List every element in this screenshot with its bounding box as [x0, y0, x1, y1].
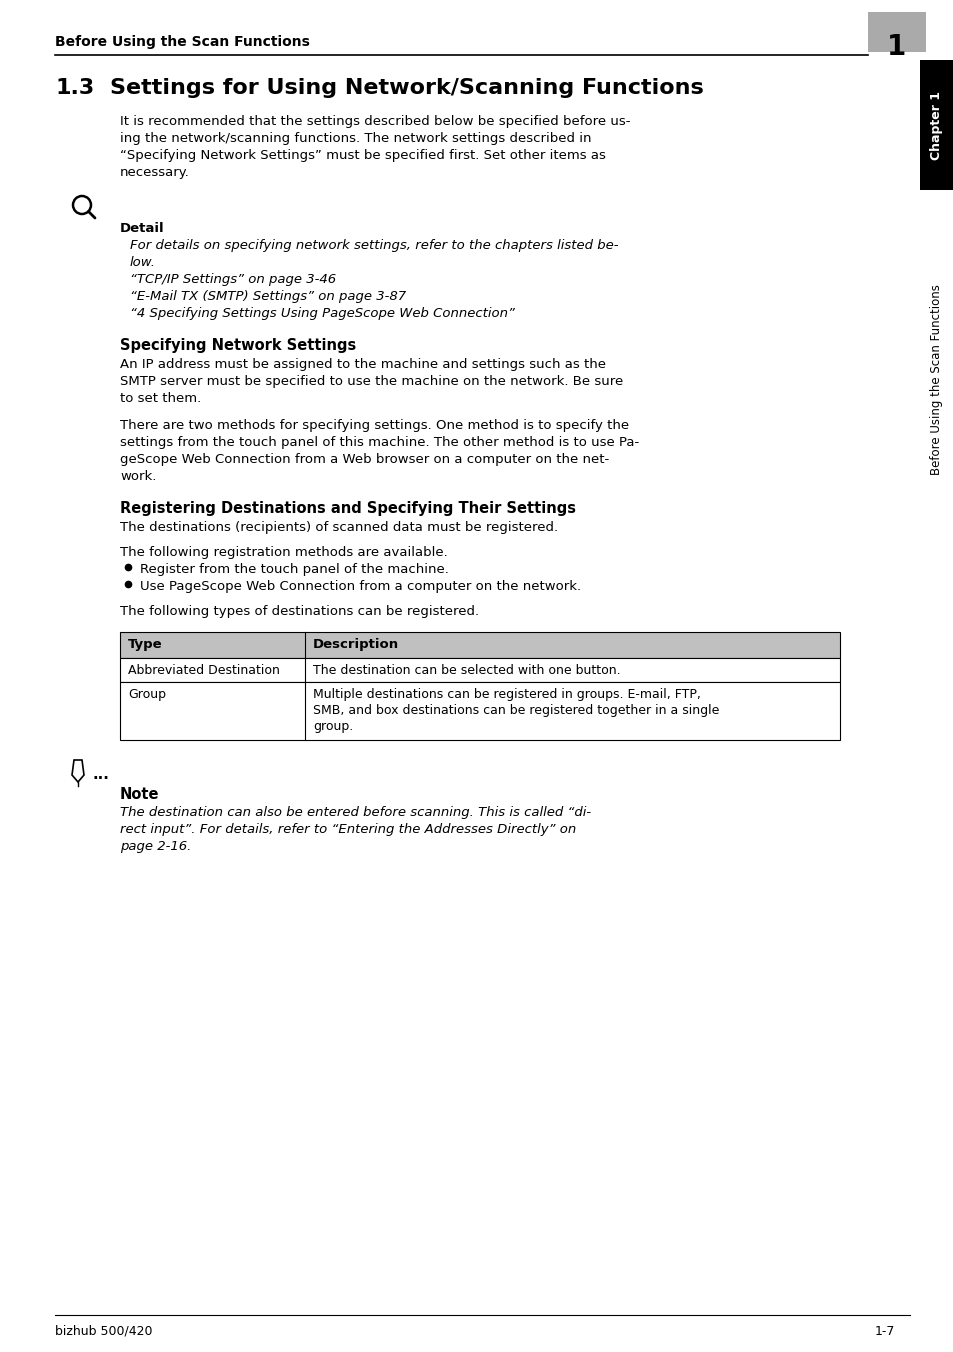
- Text: Registering Destinations and Specifying Their Settings: Registering Destinations and Specifying …: [120, 502, 576, 516]
- Text: The destination can also be entered before scanning. This is called “di-: The destination can also be entered befo…: [120, 806, 591, 819]
- Text: Multiple destinations can be registered in groups. E-mail, FTP,: Multiple destinations can be registered …: [313, 688, 700, 700]
- Text: Use PageScope Web Connection from a computer on the network.: Use PageScope Web Connection from a comp…: [140, 580, 580, 594]
- FancyBboxPatch shape: [120, 658, 840, 681]
- Text: Abbreviated Destination: Abbreviated Destination: [128, 664, 279, 677]
- Text: group.: group.: [313, 721, 353, 733]
- Text: Detail: Detail: [120, 222, 165, 235]
- Text: 1-7: 1-7: [874, 1325, 894, 1338]
- Text: work.: work.: [120, 470, 156, 483]
- Text: to set them.: to set them.: [120, 392, 201, 406]
- Text: necessary.: necessary.: [120, 166, 190, 178]
- Text: rect input”. For details, refer to “Entering the Addresses Directly” on: rect input”. For details, refer to “Ente…: [120, 823, 576, 836]
- FancyBboxPatch shape: [120, 631, 840, 658]
- Text: There are two methods for specifying settings. One method is to specify the: There are two methods for specifying set…: [120, 419, 628, 433]
- Text: An IP address must be assigned to the machine and settings such as the: An IP address must be assigned to the ma…: [120, 358, 605, 370]
- FancyBboxPatch shape: [867, 12, 925, 51]
- Text: For details on specifying network settings, refer to the chapters listed be-: For details on specifying network settin…: [130, 239, 618, 251]
- FancyBboxPatch shape: [120, 681, 840, 740]
- Text: “TCP/IP Settings” on page 3-46: “TCP/IP Settings” on page 3-46: [130, 273, 335, 287]
- Text: 1: 1: [886, 32, 905, 61]
- Text: settings from the touch panel of this machine. The other method is to use Pa-: settings from the touch panel of this ma…: [120, 435, 639, 449]
- Text: “Specifying Network Settings” must be specified first. Set other items as: “Specifying Network Settings” must be sp…: [120, 149, 605, 162]
- Text: “4 Specifying Settings Using PageScope Web Connection”: “4 Specifying Settings Using PageScope W…: [130, 307, 515, 320]
- Text: Before Using the Scan Functions: Before Using the Scan Functions: [55, 35, 310, 49]
- Text: Description: Description: [313, 638, 398, 652]
- Text: SMTP server must be specified to use the machine on the network. Be sure: SMTP server must be specified to use the…: [120, 375, 622, 388]
- Text: The destinations (recipients) of scanned data must be registered.: The destinations (recipients) of scanned…: [120, 521, 558, 534]
- Text: ...: ...: [91, 767, 109, 781]
- Text: SMB, and box destinations can be registered together in a single: SMB, and box destinations can be registe…: [313, 704, 719, 717]
- Text: 1.3: 1.3: [55, 78, 94, 97]
- Text: bizhub 500/420: bizhub 500/420: [55, 1325, 152, 1338]
- Text: Specifying Network Settings: Specifying Network Settings: [120, 338, 355, 353]
- Text: The following registration methods are available.: The following registration methods are a…: [120, 546, 447, 558]
- Text: Register from the touch panel of the machine.: Register from the touch panel of the mac…: [140, 562, 449, 576]
- Text: Chapter 1: Chapter 1: [929, 91, 943, 160]
- Text: Before Using the Scan Functions: Before Using the Scan Functions: [929, 284, 943, 476]
- Text: Type: Type: [128, 638, 162, 652]
- Text: The following types of destinations can be registered.: The following types of destinations can …: [120, 604, 478, 618]
- Text: “E-Mail TX (SMTP) Settings” on page 3-87: “E-Mail TX (SMTP) Settings” on page 3-87: [130, 289, 406, 303]
- Text: Settings for Using Network/Scanning Functions: Settings for Using Network/Scanning Func…: [110, 78, 703, 97]
- Text: The destination can be selected with one button.: The destination can be selected with one…: [313, 664, 620, 677]
- Text: It is recommended that the settings described below be specified before us-: It is recommended that the settings desc…: [120, 115, 630, 128]
- Text: ing the network/scanning functions. The network settings described in: ing the network/scanning functions. The …: [120, 132, 591, 145]
- FancyBboxPatch shape: [919, 59, 953, 191]
- Text: page 2-16.: page 2-16.: [120, 840, 192, 853]
- Text: Note: Note: [120, 787, 159, 802]
- Text: geScope Web Connection from a Web browser on a computer on the net-: geScope Web Connection from a Web browse…: [120, 453, 609, 466]
- Text: low.: low.: [130, 256, 156, 269]
- Text: Group: Group: [128, 688, 166, 700]
